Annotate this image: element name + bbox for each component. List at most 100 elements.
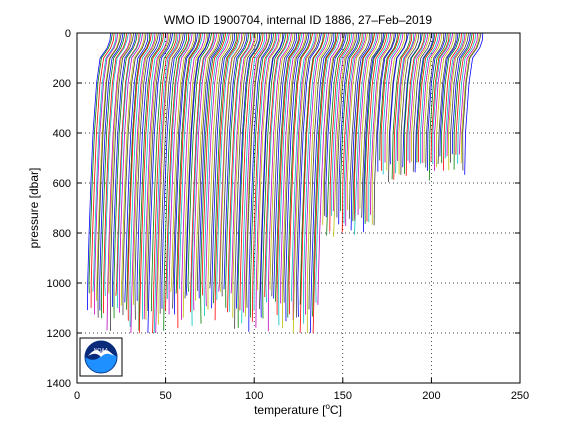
profile-line bbox=[189, 32, 214, 313]
logo-text: NOAA bbox=[94, 348, 109, 354]
profile-line bbox=[395, 32, 415, 174]
profile-line bbox=[352, 32, 374, 222]
profile-line bbox=[397, 32, 416, 161]
profile-line bbox=[124, 32, 149, 303]
profile-line bbox=[455, 32, 475, 155]
profile-line bbox=[161, 32, 186, 309]
y-tick-label: 1400 bbox=[47, 378, 71, 390]
profile-line bbox=[191, 32, 216, 326]
profile-line bbox=[350, 32, 372, 231]
profile-line bbox=[239, 32, 264, 311]
profile-line bbox=[88, 32, 113, 294]
profile-line bbox=[155, 32, 181, 334]
profile-line bbox=[439, 32, 459, 157]
profile-line bbox=[377, 32, 397, 172]
profile-line bbox=[312, 32, 337, 317]
logo-upper bbox=[85, 341, 117, 360]
profile-line bbox=[464, 32, 484, 175]
profile-line bbox=[380, 32, 400, 171]
profile-line bbox=[423, 32, 443, 163]
profile-line bbox=[361, 32, 383, 218]
profile-line bbox=[132, 32, 158, 306]
profile-line bbox=[306, 32, 331, 333]
profile-line bbox=[157, 32, 182, 325]
profile-line bbox=[371, 32, 393, 225]
y-axis-ticks: 0 200 400 600 800 1000 1200 1400 bbox=[47, 28, 520, 390]
profile-line bbox=[182, 32, 207, 318]
profile-line bbox=[177, 32, 202, 329]
profile-line bbox=[126, 32, 151, 310]
profile-line bbox=[113, 32, 138, 319]
profile-line bbox=[338, 32, 360, 225]
profile-line bbox=[234, 32, 259, 329]
y-tick-label: 1000 bbox=[47, 278, 71, 290]
profile-line bbox=[457, 32, 477, 164]
noaa-logo: NOAA bbox=[79, 337, 123, 377]
profile-line bbox=[225, 32, 250, 308]
profile-line bbox=[345, 32, 367, 227]
x-axis-ticks: 0 50 100 150 200 250 bbox=[74, 33, 529, 402]
profile-line bbox=[246, 32, 271, 308]
profile-line bbox=[382, 32, 402, 175]
profile-line bbox=[331, 32, 353, 216]
profile-line bbox=[200, 32, 225, 324]
profile-line bbox=[207, 32, 232, 310]
profile-line bbox=[248, 32, 273, 332]
profile-line bbox=[127, 32, 152, 321]
profile-line bbox=[393, 32, 413, 180]
profile-line bbox=[322, 32, 344, 226]
profile-line bbox=[437, 32, 457, 165]
profile-line bbox=[163, 32, 188, 331]
profile-line bbox=[368, 32, 390, 223]
profile-line bbox=[255, 32, 280, 328]
x-tick-label: 50 bbox=[159, 390, 171, 402]
profile-line bbox=[299, 32, 326, 334]
profile-line bbox=[450, 32, 469, 163]
profile-lines bbox=[87, 32, 484, 334]
profile-line bbox=[280, 32, 305, 304]
profile-line bbox=[122, 32, 147, 316]
profile-line bbox=[412, 32, 432, 172]
profile-line bbox=[228, 32, 253, 312]
profile-line bbox=[273, 32, 298, 299]
y-tick-label: 400 bbox=[53, 128, 71, 140]
profile-line bbox=[287, 32, 312, 318]
profile-line bbox=[165, 32, 189, 312]
profile-line bbox=[303, 32, 328, 324]
plot-frame bbox=[76, 32, 521, 384]
profile-line bbox=[203, 32, 228, 317]
profile-line bbox=[444, 32, 464, 159]
profile-line bbox=[223, 32, 248, 290]
profile-line bbox=[363, 32, 384, 233]
profile-line bbox=[324, 32, 345, 216]
profile-line bbox=[264, 32, 289, 298]
profile-line bbox=[106, 32, 131, 331]
profile-line bbox=[168, 32, 193, 315]
profile-line bbox=[315, 32, 340, 303]
profile-line bbox=[292, 32, 317, 321]
profile-line bbox=[87, 32, 112, 311]
y-tick-label: 800 bbox=[53, 228, 71, 240]
profile-line bbox=[138, 32, 165, 334]
profile-line bbox=[265, 32, 290, 303]
profile-line bbox=[96, 32, 120, 301]
profile-line bbox=[230, 32, 255, 294]
profile-line bbox=[178, 32, 204, 290]
profile-line bbox=[325, 32, 349, 236]
profile-line bbox=[443, 32, 462, 171]
x-tick-label: 100 bbox=[245, 390, 263, 402]
profile-line bbox=[192, 32, 218, 311]
profile-line bbox=[333, 32, 356, 237]
profile-line bbox=[405, 32, 425, 176]
profile-line bbox=[201, 32, 227, 296]
profile-line bbox=[403, 32, 423, 174]
profile-line bbox=[90, 32, 115, 308]
profile-line bbox=[353, 32, 376, 221]
profile-line bbox=[120, 32, 145, 306]
profile-line bbox=[92, 32, 117, 292]
profile-line bbox=[427, 32, 446, 171]
profile-line bbox=[94, 32, 119, 315]
x-tick-label: 0 bbox=[74, 390, 80, 402]
profile-line bbox=[267, 32, 292, 332]
y-tick-label: 200 bbox=[53, 78, 71, 90]
